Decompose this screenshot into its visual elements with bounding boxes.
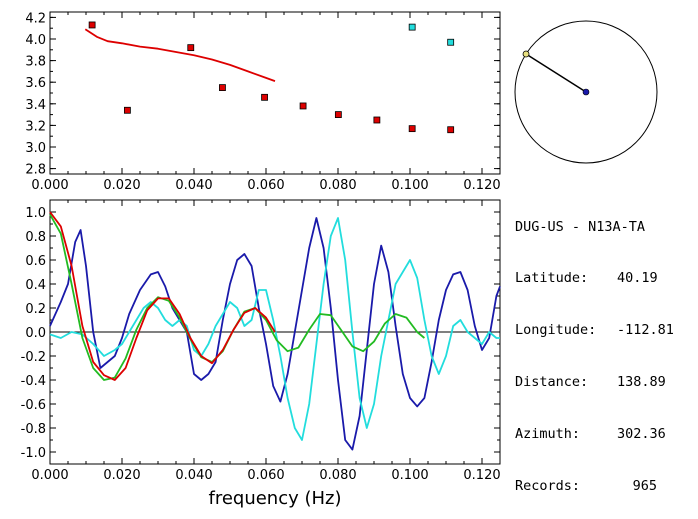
y-tick-label: 0.2 <box>25 302 46 317</box>
station-marker <box>582 88 590 96</box>
y-tick-label: -0.6 <box>21 398 46 413</box>
x-tick-label: 0.100 <box>391 468 428 483</box>
data-point <box>447 38 455 46</box>
x-tick-label: 0.100 <box>391 178 428 193</box>
info-key: Records: <box>515 478 581 495</box>
y-tick-label: 3.8 <box>25 55 46 70</box>
plot-frame <box>49 11 501 175</box>
data-point <box>408 23 416 31</box>
info-latitude: Latitude: 40.19 <box>515 270 658 287</box>
data-point <box>124 106 131 114</box>
info-value: 302.36 <box>617 426 666 443</box>
x-axis-label: frequency (Hz) <box>208 488 341 509</box>
data-point <box>88 21 96 29</box>
x-tick-label: 0.060 <box>247 468 284 483</box>
y-tick-label: 3.0 <box>25 141 46 156</box>
x-tick-label: 0.080 <box>319 178 356 193</box>
data-point <box>219 84 226 91</box>
info-longitude: Longitude: -112.81 <box>515 322 674 339</box>
y-tick-label: 4.2 <box>25 11 46 26</box>
x-tick-label: 0.120 <box>463 178 500 193</box>
y-tick-label: -0.8 <box>21 422 46 437</box>
y-tick-label: 3.4 <box>25 98 46 113</box>
x-tick-label: 0.040 <box>175 468 212 483</box>
data-point <box>261 93 268 101</box>
series-line-2 <box>84 28 276 82</box>
y-tick-label: 0.8 <box>25 230 46 245</box>
y-tick-label: 4.0 <box>25 33 46 48</box>
info-key: Distance: <box>515 374 589 391</box>
info-key: Longitude: <box>515 322 597 339</box>
info-distance: Distance: 138.89 <box>515 374 666 391</box>
y-tick-label: 2.8 <box>25 163 46 178</box>
info-key: Azimuth: <box>515 426 581 443</box>
y-tick-label: -1.0 <box>21 446 46 461</box>
info-records: Records: 965 <box>515 478 657 495</box>
info-value: -112.81 <box>617 322 674 339</box>
x-tick-label: 0.060 <box>247 178 284 193</box>
y-tick-label: 3.2 <box>25 119 46 134</box>
x-tick-label: 0.120 <box>463 468 500 483</box>
info-azimuth: Azimuth: 302.36 <box>515 426 666 443</box>
station-title: DUG-US - N13A-TA <box>515 218 646 235</box>
series-line-2 <box>49 217 500 441</box>
x-tick-label: 0.000 <box>31 178 68 193</box>
y-tick-label: 0.6 <box>25 254 46 269</box>
x-tick-label: 0.020 <box>103 468 140 483</box>
data-point <box>299 102 307 110</box>
data-point <box>334 111 342 118</box>
x-tick-label: 0.080 <box>319 468 356 483</box>
series-line-4 <box>49 211 276 381</box>
y-tick-label: -0.4 <box>21 374 46 389</box>
data-point <box>447 126 455 134</box>
azimuth-compass <box>514 20 658 164</box>
data-point <box>373 116 381 124</box>
x-tick-label: 0.020 <box>103 178 140 193</box>
x-tick-label: 0.000 <box>31 468 68 483</box>
y-tick-label: 3.6 <box>25 76 46 91</box>
data-point <box>408 125 416 133</box>
info-value: 965 <box>632 478 657 495</box>
dispersion-plot: 0.000 0.020 0.040 0.060 0.080 0.100 0.120 2.8 3.… <box>25 11 500 193</box>
x-tick-label: 0.040 <box>175 178 212 193</box>
station-info: DUG-US - N13A-TA Latitude: 40.19 Longitud… <box>515 184 674 513</box>
info-value: 40.19 <box>617 270 658 287</box>
source-marker <box>522 50 530 58</box>
azimuth-line <box>525 53 587 93</box>
info-key: Latitude: <box>515 270 589 287</box>
info-value: 138.89 <box>617 374 666 391</box>
series-line-1 <box>49 217 501 451</box>
y-tick-label: 1.0 <box>25 206 46 221</box>
spectrum-plot: 0.000 0.020 0.040 0.060 0.080 0.100 0.120 1.0 0.… <box>21 199 501 509</box>
y-tick-label: 0.4 <box>25 278 46 293</box>
compass-circle <box>514 20 658 164</box>
y-tick-label: 0.0 <box>25 326 46 341</box>
y-tick-label: -0.2 <box>21 350 46 365</box>
data-point <box>187 44 195 52</box>
